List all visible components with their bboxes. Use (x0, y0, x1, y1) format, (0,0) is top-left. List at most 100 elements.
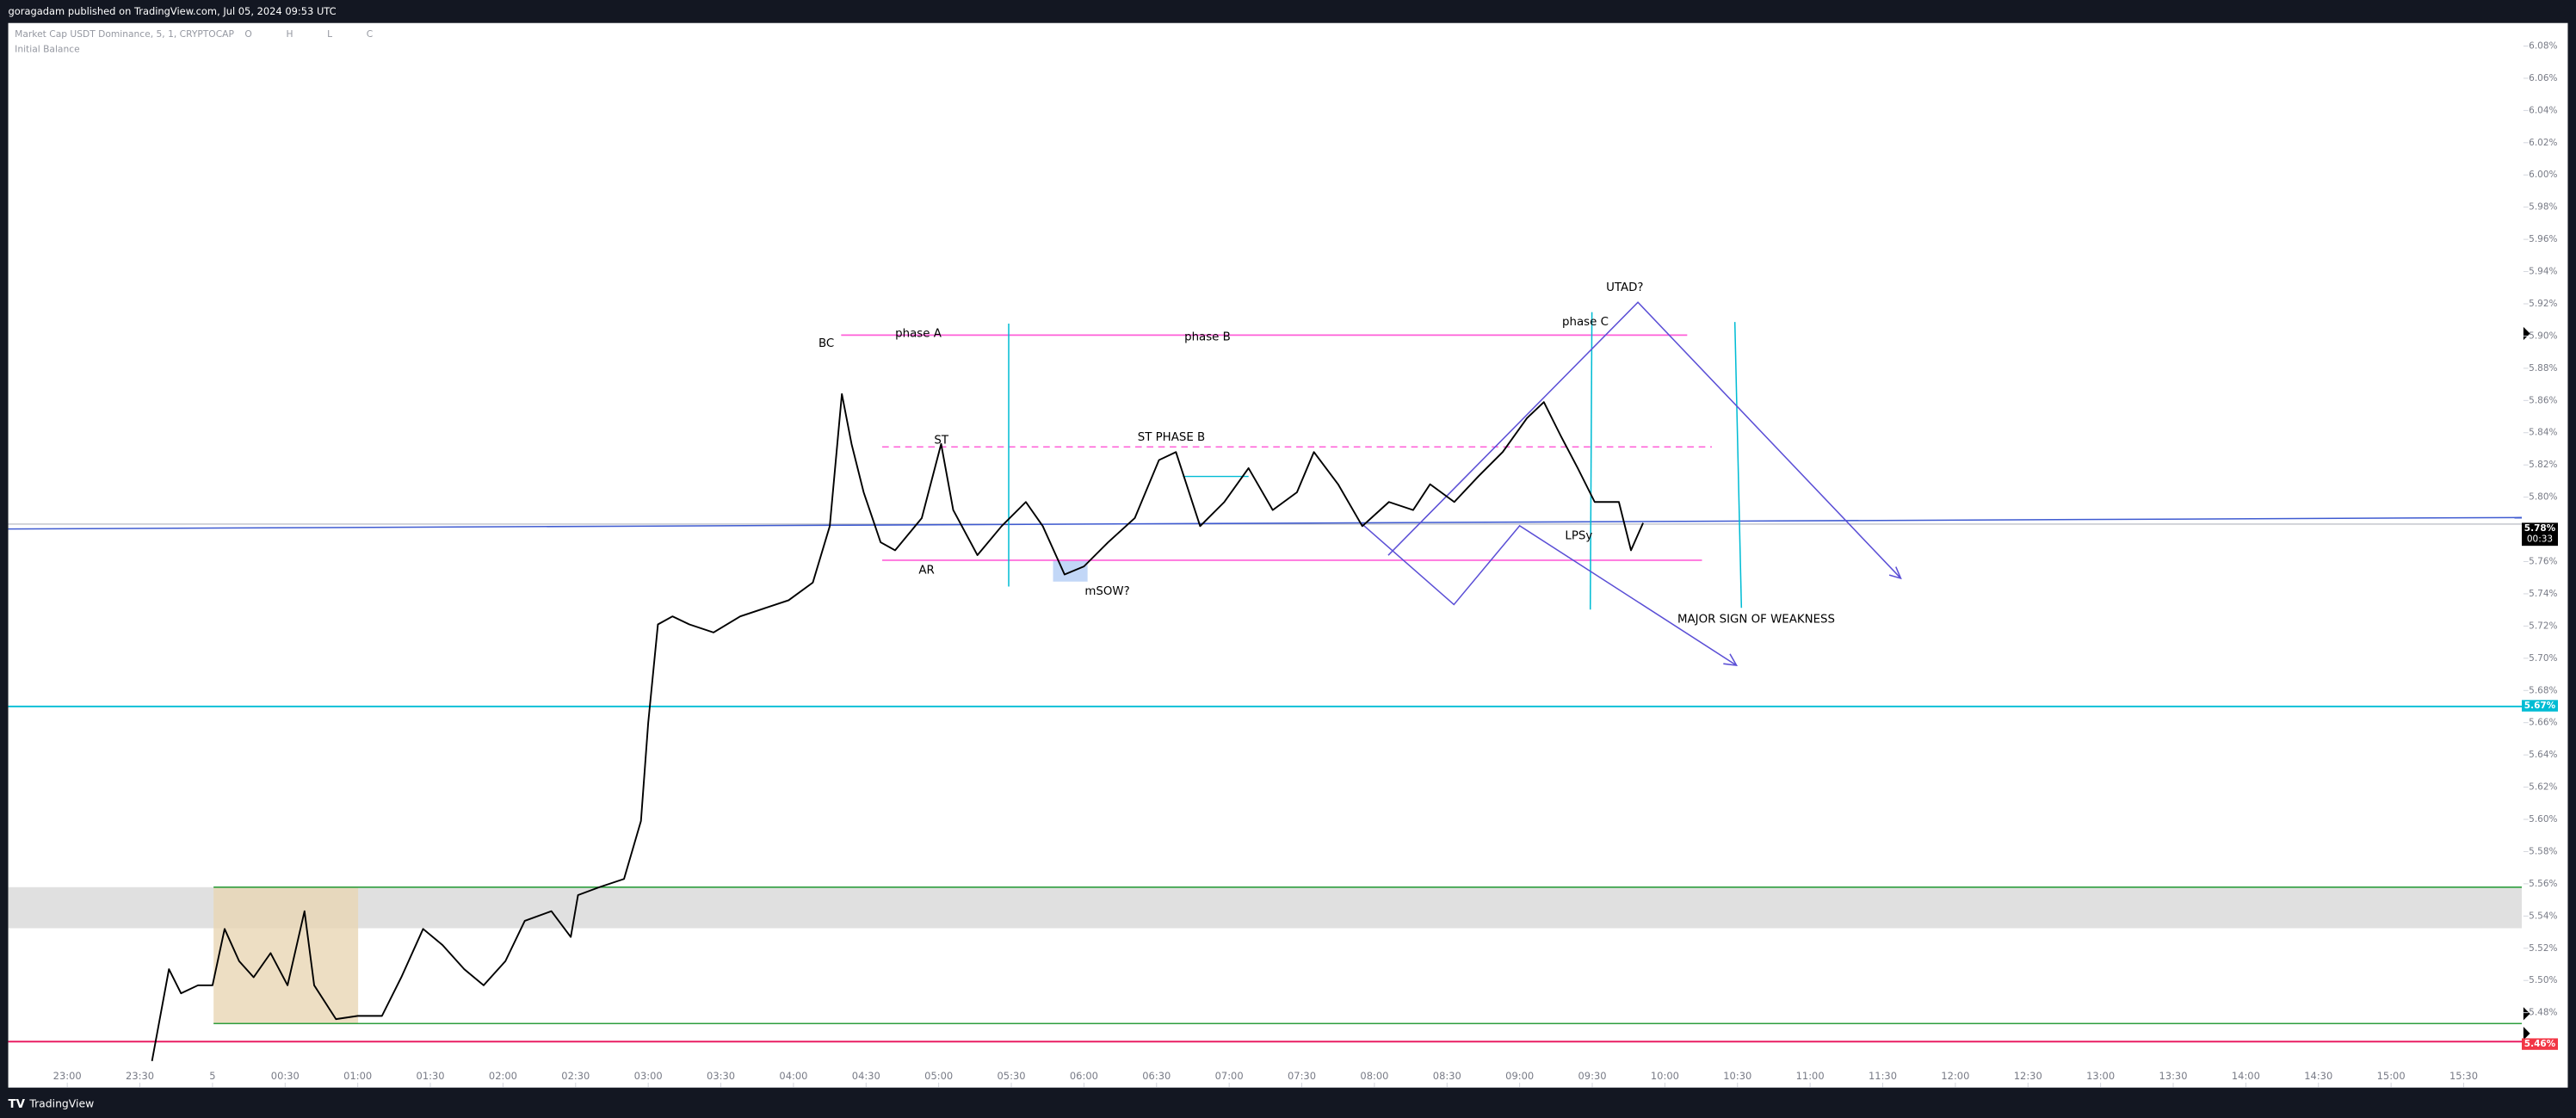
price-label-box (2522, 522, 2559, 547)
published: goragadam published on TradingView.com, … (9, 5, 337, 17)
x-tick-label: 01:30 (417, 1070, 445, 1082)
x-tick-label: 01:00 (343, 1070, 372, 1082)
trend-line (8, 516, 2523, 530)
y-tick-label: 5.72% (2529, 621, 2557, 631)
x-tick-label: 03:30 (707, 1070, 735, 1082)
y-tick-label: 5.54% (2529, 911, 2557, 921)
x-tick-label: 15:30 (2449, 1070, 2478, 1082)
brand: TradingView (28, 1096, 94, 1109)
marker (2523, 1007, 2530, 1021)
x-tick-label: 08:30 (1433, 1070, 1461, 1082)
annotation: AR (918, 564, 934, 577)
x-tick-label: 06:00 (1070, 1070, 1098, 1082)
projection (1359, 522, 1738, 666)
x-tick-label: 10:00 (1651, 1070, 1679, 1082)
annotation: phase C (1562, 316, 1609, 329)
x-tick-label: 5 (209, 1070, 215, 1082)
y-tick-label: 5.68% (2529, 685, 2557, 695)
arrow-head (1888, 566, 1902, 580)
ohlc-part: 5.78% (252, 28, 281, 40)
x-tick-label: 05:30 (998, 1070, 1026, 1082)
x-tick-label: 06:30 (1142, 1070, 1171, 1082)
x-tick-label: 11:00 (1796, 1070, 1825, 1082)
x-tick-label: 02:30 (561, 1070, 590, 1082)
y-tick-label: 5.80% (2529, 492, 2557, 503)
annotation: phase A (895, 328, 942, 341)
y-tick-label: 5.76% (2529, 557, 2557, 567)
ohlc-part: 5.78% (293, 28, 322, 40)
x-tick-label: 23:00 (53, 1070, 82, 1082)
y-tick-label: 5.92% (2529, 299, 2557, 309)
y-tick-label: 5.90% (2529, 330, 2557, 341)
annotation: ST (934, 435, 948, 448)
initial-balance-box (213, 886, 359, 1024)
annotation: ST PHASE B (1138, 431, 1205, 444)
y-tick-label: 5.50% (2529, 975, 2557, 985)
x-tick-label: 11:30 (1869, 1070, 1897, 1082)
phase-divider (1733, 322, 1743, 608)
price-label-box (2522, 1038, 2559, 1050)
x-tick-label: 10:30 (1723, 1070, 1751, 1082)
price-label-sub: 00:33 (2527, 534, 2553, 545)
annotation: mSOW? (1084, 585, 1129, 598)
y-tick-label: 5.88% (2529, 363, 2557, 374)
price-label: 5.78% (2524, 523, 2556, 534)
arrow-head (1723, 653, 1739, 667)
annotation: UTAD? (1606, 281, 1643, 294)
y-tick-label: 5.82% (2529, 460, 2557, 470)
price-label-box (2522, 700, 2559, 712)
y-tick-label: 5.74% (2529, 589, 2557, 599)
zone (8, 886, 2523, 929)
y-tick-label: 5.98% (2529, 202, 2557, 213)
y-tick-label: 5.94% (2529, 267, 2557, 277)
y-tick-label: 5.70% (2529, 653, 2557, 664)
symbol: Market Cap USDT Dominance, 5, 1, CRYPTOC… (15, 28, 234, 40)
y-tick-label: 5.96% (2529, 234, 2557, 244)
y-tick-label: 5.86% (2529, 395, 2557, 405)
drawings (8, 301, 2530, 1043)
price-line (151, 392, 1644, 1061)
y-tick-label: 5.52% (2529, 943, 2557, 954)
x-tick-label: 04:00 (779, 1070, 807, 1082)
x-tick-label: 13:30 (2159, 1070, 2188, 1082)
ohlc-part: H (286, 28, 293, 40)
ohlc-part: 5.78% (332, 28, 361, 40)
price-label: 5.46% (2524, 1039, 2556, 1049)
marker (2523, 1027, 2530, 1041)
y-tick-label: 6.00% (2529, 170, 2557, 180)
x-tick-label: 08:00 (1360, 1070, 1388, 1082)
ohlc: O5.78% H5.78% L5.78% C5.78% +0.00 (+0.01%) (244, 28, 482, 40)
y-tick-label: 5.64% (2529, 750, 2557, 760)
y-tick-label: 6.06% (2529, 73, 2557, 83)
x-tick-label: 14:00 (2232, 1070, 2260, 1082)
y-tick-label: 6.04% (2529, 105, 2557, 115)
x-tick-label: 14:30 (2304, 1070, 2332, 1082)
projection (1387, 301, 1902, 579)
price-label: 5.67% (2524, 701, 2556, 711)
ohlc-part: 5.78% (373, 28, 402, 40)
indicator: Initial Balance (15, 43, 79, 54)
x-tick-label: 12:30 (2014, 1070, 2042, 1082)
y-tick-label: 5.84% (2529, 428, 2557, 438)
ohlc-part: L (327, 28, 332, 40)
x-tick-label: 09:30 (1578, 1070, 1607, 1082)
logo: TV (9, 1098, 26, 1111)
x-tick-label: 23:30 (126, 1070, 154, 1082)
y-tick-label: 5.66% (2529, 718, 2557, 728)
y-tick-label: 5.58% (2529, 846, 2557, 856)
x-tick-label: 13:00 (2086, 1070, 2115, 1082)
logo-mark: TV (9, 1098, 26, 1111)
annotation: MAJOR SIGN OF WEAKNESS (1677, 614, 1835, 627)
change: +0.00 (+0.01%) (407, 28, 482, 40)
y-tick-label: 6.08% (2529, 40, 2557, 51)
x-tick-label: 04:30 (852, 1070, 880, 1082)
ohlc-part: C (367, 28, 373, 40)
y-tick-label: 5.60% (2529, 814, 2557, 825)
x-tick-label: 02:00 (489, 1070, 517, 1082)
annotation: phase B (1184, 330, 1231, 343)
x-tick-label: 07:30 (1288, 1070, 1316, 1082)
x-tick-label: 09:00 (1505, 1070, 1534, 1082)
annotation: LPSy (1565, 529, 1592, 542)
x-tick-label: 03:00 (634, 1070, 663, 1082)
